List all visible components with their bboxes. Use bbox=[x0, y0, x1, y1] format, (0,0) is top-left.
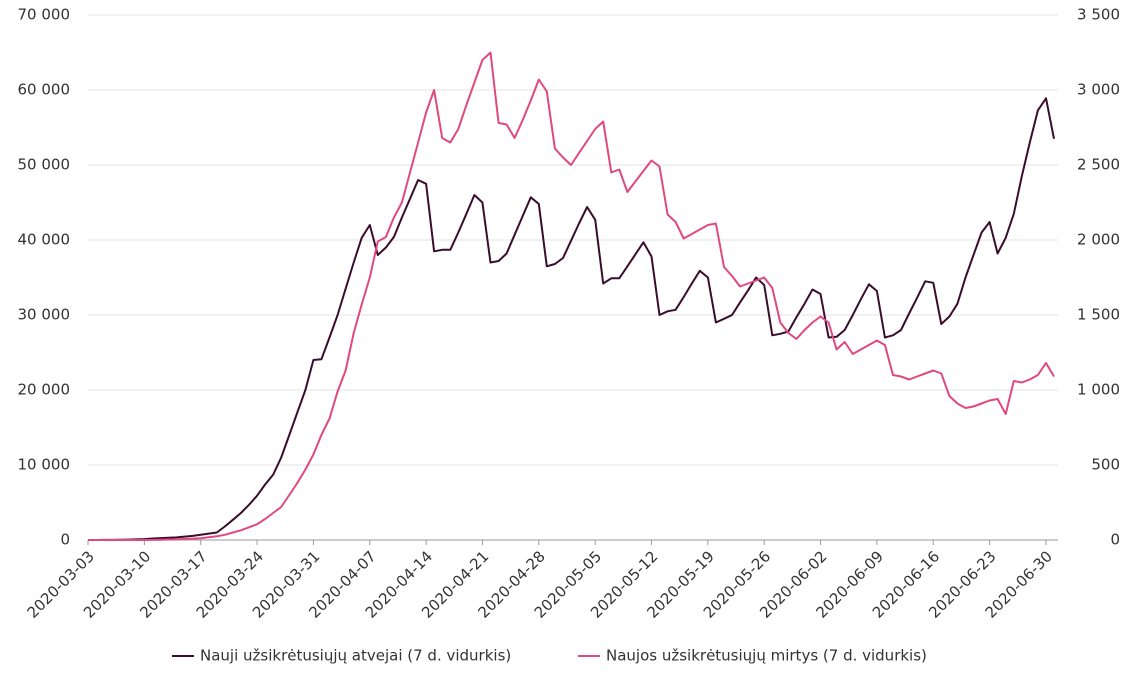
y-tick-label: 70 000 bbox=[18, 6, 71, 24]
y-tick-label: 60 000 bbox=[18, 81, 71, 99]
y-tick-label: 20 000 bbox=[18, 381, 71, 399]
y2-tick-label: 2 000 bbox=[1077, 231, 1120, 249]
y2-tick-label: 2 500 bbox=[1077, 156, 1120, 174]
y-tick-label: 30 000 bbox=[18, 306, 71, 324]
y-tick-label: 40 000 bbox=[18, 231, 71, 249]
y2-tick-label: 3 500 bbox=[1077, 6, 1120, 24]
y-tick-label: 50 000 bbox=[18, 156, 71, 174]
y-tick-label: 10 000 bbox=[18, 456, 71, 474]
legend-label: Nauji užsikrėtusiųjų atvejai (7 d. vidur… bbox=[200, 647, 511, 665]
y2-tick-label: 0 bbox=[1110, 531, 1120, 549]
y-tick-label: 0 bbox=[60, 531, 70, 549]
series-line bbox=[88, 51, 1055, 541]
y2-tick-label: 500 bbox=[1091, 456, 1120, 474]
series-line bbox=[88, 97, 1055, 541]
y2-tick-label: 1 000 bbox=[1077, 381, 1120, 399]
y2-tick-label: 3 000 bbox=[1077, 81, 1120, 99]
legend-label: Naujos užsikrėtusiųjų mirtys (7 d. vidur… bbox=[606, 647, 927, 665]
y2-tick-label: 1 500 bbox=[1077, 306, 1120, 324]
